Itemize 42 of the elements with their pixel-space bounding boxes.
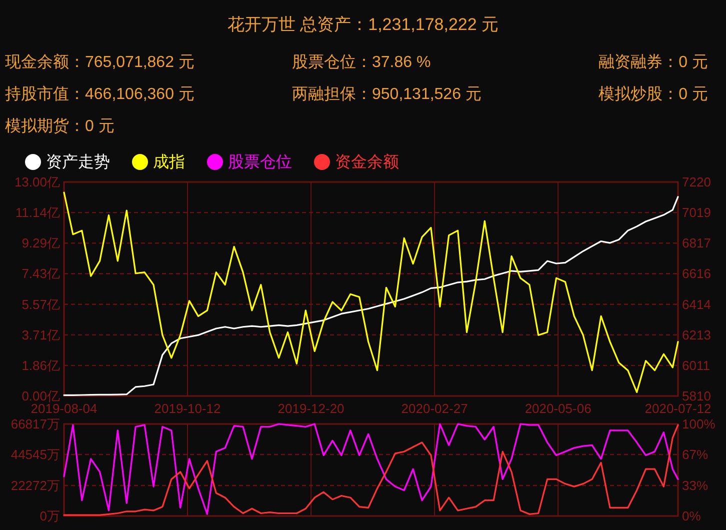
y2-tick-label: 67% — [682, 446, 708, 462]
legend-label: 资金余额 — [335, 153, 399, 171]
y-tick-label: 66817万 — [10, 416, 60, 432]
x-tick-label: 2020-02-27 — [401, 401, 468, 416]
y-tick-label: 7.43亿 — [22, 266, 60, 282]
text: 两融担保：950,131,526 元 — [292, 85, 482, 103]
y-tick-label: 9.29亿 — [22, 236, 60, 251]
y2-tick-label: 5810 — [682, 388, 711, 404]
y-tick-label: 0万 — [40, 508, 60, 524]
y2-tick-label: 0% — [682, 508, 702, 524]
text: 融资融券：0 元 — [598, 53, 708, 71]
y2-tick-label: 6011 — [682, 358, 710, 374]
text: 模拟炒股：0 元 — [598, 85, 708, 103]
x-tick-label: 2019-12-20 — [278, 401, 344, 416]
legend-label: 股票仓位 — [228, 154, 292, 171]
legend-label: 资产走势 — [46, 153, 110, 171]
y2-tick-label: 6414 — [682, 296, 711, 312]
x-tick-label: 2020-07-12 — [644, 401, 712, 416]
y-tick-label: 5.57亿 — [22, 296, 60, 312]
text: 模拟期货：0 元 — [5, 117, 114, 135]
y2-tick-label: 100% — [682, 416, 716, 432]
chart-title: 花开万世 总资产：1,231,178,222 元 — [227, 15, 499, 34]
y2-tick-label: 6616 — [682, 266, 711, 282]
y-tick-label: 22272万 — [10, 478, 60, 493]
y2-tick-label: 7220 — [682, 174, 711, 190]
text: 持股市值：466,106,360 元 — [5, 85, 194, 103]
text: 现金余额：765,071,862 元 — [5, 53, 194, 71]
y2-tick-label: 6817 — [682, 236, 711, 251]
legend-label: 成指 — [153, 153, 185, 171]
y2-tick-label: 33% — [682, 478, 708, 494]
y-tick-label: 1.86亿 — [22, 358, 60, 373]
y2-tick-label: 7019 — [682, 205, 711, 220]
y-tick-label: 0.00亿 — [22, 388, 60, 404]
y2-tick-label: 6213 — [682, 327, 711, 342]
x-tick-label: 2019-10-12 — [154, 401, 221, 416]
x-tick-label: 2020-05-06 — [524, 401, 592, 416]
y-tick-label: 3.71亿 — [22, 327, 60, 342]
y-tick-label: 11.14亿 — [15, 205, 60, 220]
y-tick-label: 44545万 — [10, 447, 60, 462]
y-tick-label: 13.00亿 — [14, 174, 60, 190]
x-tick-label: 2019-08-04 — [30, 401, 98, 416]
text: 股票仓位：37.86 % — [292, 54, 431, 71]
